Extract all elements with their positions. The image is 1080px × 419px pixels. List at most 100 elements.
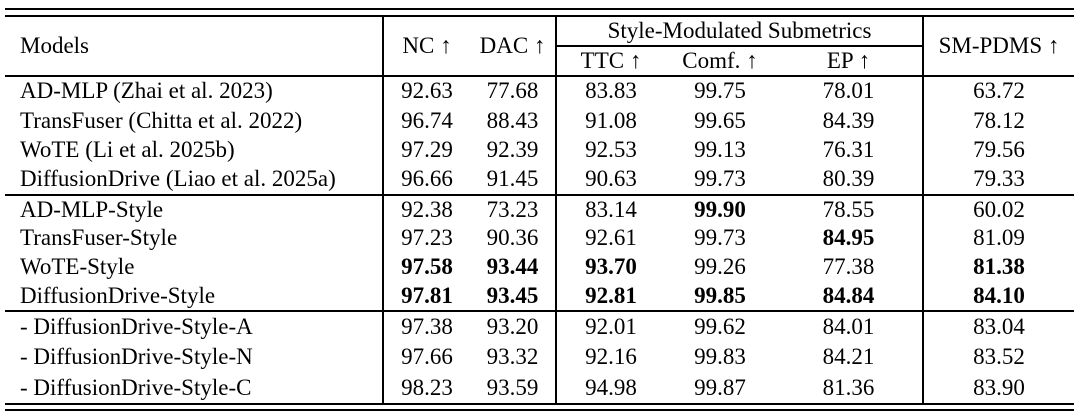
metric-cell-ep: 84.21 <box>775 341 924 373</box>
metric-cell-ep: 84.84 <box>775 281 924 311</box>
metric-cell-ep: 78.55 <box>775 193 924 224</box>
col-header-sm-pdms: SM-PDMS ↑ <box>923 16 1074 77</box>
metric-cell-sm-pdms: 83.90 <box>973 374 1025 400</box>
table-row: AD-MLP (Zhai et al. 2023) 92.63 77.68 83… <box>5 76 1074 106</box>
metric-cell-sm-pdms: 83.04 <box>923 309 1074 342</box>
metric-cell-ttc: 92.81 <box>585 282 637 308</box>
model-name-cell: AD-MLP-Style <box>5 193 384 224</box>
model-name-cell: AD-MLP (Zhai et al. 2023) <box>5 76 384 106</box>
metric-cell-comf: 99.90 <box>665 193 775 224</box>
metric-cell-comf: 99.85 <box>694 282 746 308</box>
model-name-cell: TransFuser (Chitta et al. 2022) <box>5 105 384 136</box>
metric-cell-sm-pdms: 81.09 <box>973 225 1025 251</box>
metric-cell-nc: 96.74 <box>401 107 453 133</box>
metric-cell-nc: 98.23 <box>401 374 453 400</box>
metric-cell-ttc: 83.14 <box>556 193 665 224</box>
metric-cell-dac: 77.68 <box>470 76 557 106</box>
table-row: DiffusionDrive (Liao et al. 2025a) 96.66… <box>5 165 1074 195</box>
table-row: DiffusionDrive-Style 97.81 93.45 92.81 9… <box>5 281 1074 311</box>
table-row: TransFuser (Chitta et al. 2022) 96.74 88… <box>5 105 1074 136</box>
model-name-cell: - DiffusionDrive-Style-A <box>5 309 384 342</box>
metric-cell-comf: 99.73 <box>694 225 746 251</box>
metric-cell-ttc: 90.63 <box>585 166 637 192</box>
metric-cell-comf: 99.83 <box>694 344 746 370</box>
metric-cell-nc: 97.81 <box>401 282 453 308</box>
metric-cell-comf: 99.65 <box>694 107 746 133</box>
metric-cell-sm-pdms: 81.38 <box>973 254 1025 280</box>
results-table: Models NC ↑ DAC ↑ Style-Modulated Submet… <box>5 15 1074 405</box>
metric-cell-sm-pdms: 84.10 <box>973 282 1025 308</box>
model-name-cell: - DiffusionDrive-Style-N <box>5 341 384 373</box>
model-name-cell: WoTE (Li et al. 2025b) <box>5 135 384 166</box>
model-name-cell: - DiffusionDrive-Style-C <box>5 372 384 404</box>
metric-cell-dac: 93.45 <box>470 281 557 311</box>
col-header-ttc: TTC ↑ <box>556 46 665 77</box>
metric-cell-sm-pdms: 60.02 <box>923 193 1074 224</box>
bottom-rule-outer <box>5 408 1074 411</box>
metric-cell-dac: 91.45 <box>470 165 557 195</box>
metric-cell-dac: 93.20 <box>470 309 557 342</box>
metric-cell-ttc: 92.61 <box>585 225 637 251</box>
metric-cell-nc: 97.66 <box>401 344 453 370</box>
style-models-section: AD-MLP-Style 92.38 73.23 83.14 99.90 78.… <box>5 193 1074 311</box>
model-name-cell: WoTE-Style <box>5 252 384 282</box>
metric-cell-sm-pdms: 63.72 <box>973 78 1025 104</box>
metric-cell-sm-pdms: 79.56 <box>973 137 1025 163</box>
results-table-container: Models NC ↑ DAC ↑ Style-Modulated Submet… <box>5 8 1074 411</box>
metric-cell-ep: 84.39 <box>775 105 924 136</box>
ablation-section: - DiffusionDrive-Style-A 97.38 93.20 92.… <box>5 309 1074 404</box>
col-header-nc: NC ↑ <box>383 16 470 77</box>
metric-cell-comf: 99.87 <box>694 374 746 400</box>
metric-cell-ttc: 91.08 <box>585 107 637 133</box>
model-name-cell: DiffusionDrive (Liao et al. 2025a) <box>5 165 384 195</box>
top-rule-outer <box>5 8 1074 10</box>
metric-cell-nc: 92.38 <box>383 193 470 224</box>
baseline-models-section: AD-MLP (Zhai et al. 2023) 92.63 77.68 83… <box>5 76 1074 195</box>
table-row: - DiffusionDrive-Style-A 97.38 93.20 92.… <box>5 309 1074 342</box>
model-name-cell: DiffusionDrive-Style <box>5 281 384 311</box>
metric-cell-ttc: 83.83 <box>585 78 637 104</box>
metric-cell-ep: 84.01 <box>775 309 924 342</box>
metric-cell-nc: 97.38 <box>383 309 470 342</box>
metric-cell-dac: 73.23 <box>470 193 557 224</box>
metric-cell-ep: 84.95 <box>775 223 924 253</box>
metric-cell-nc: 96.66 <box>401 166 453 192</box>
metric-cell-ttc: 92.16 <box>585 344 637 370</box>
header-row-top: Models NC ↑ DAC ↑ Style-Modulated Submet… <box>5 16 1074 77</box>
metric-cell-ep: 77.38 <box>775 252 924 282</box>
metric-cell-ep: 78.01 <box>775 76 924 106</box>
metric-cell-dac: 92.39 <box>470 135 557 166</box>
metric-cell-sm-pdms: 78.12 <box>973 107 1025 133</box>
header-row-sub: TTC ↑ Comf. ↑ EP ↑ <box>5 46 1074 77</box>
model-name-cell: TransFuser-Style <box>5 223 384 253</box>
table-row: - DiffusionDrive-Style-N 97.66 93.32 92.… <box>5 341 1074 373</box>
metric-cell-nc: 97.58 <box>401 254 453 280</box>
table-header: Models NC ↑ DAC ↑ Style-Modulated Submet… <box>5 16 1074 77</box>
metric-cell-comf: 99.13 <box>694 137 746 163</box>
metric-cell-dac: 93.59 <box>470 372 557 404</box>
col-header-models: Models <box>5 16 384 77</box>
metric-cell-comf: 99.26 <box>694 254 746 280</box>
metric-cell-dac: 88.43 <box>470 105 557 136</box>
metric-cell-ep: 80.39 <box>775 165 924 195</box>
table-row: WoTE (Li et al. 2025b) 97.29 92.39 92.53… <box>5 135 1074 166</box>
table-row: WoTE-Style 97.58 93.44 93.70 99.26 77.38… <box>5 252 1074 282</box>
metric-cell-ttc: 92.53 <box>585 137 637 163</box>
metric-cell-comf: 99.75 <box>694 78 746 104</box>
metric-cell-ttc: 93.70 <box>585 254 637 280</box>
metric-cell-ep: 81.36 <box>775 372 924 404</box>
metric-cell-nc: 92.63 <box>401 78 453 104</box>
metric-cell-ttc: 92.01 <box>556 309 665 342</box>
col-header-comf: Comf. ↑ <box>665 46 775 77</box>
metric-cell-sm-pdms: 83.52 <box>973 344 1025 370</box>
col-header-ep: EP ↑ <box>775 46 924 77</box>
metric-cell-dac: 93.44 <box>470 252 557 282</box>
table-row: TransFuser-Style 97.23 90.36 92.61 99.73… <box>5 223 1074 253</box>
table-row: - DiffusionDrive-Style-C 98.23 93.59 94.… <box>5 372 1074 404</box>
col-header-dac: DAC ↑ <box>470 16 557 77</box>
metric-cell-dac: 90.36 <box>470 223 557 253</box>
metric-cell-comf: 99.62 <box>665 309 775 342</box>
metric-cell-ep: 76.31 <box>775 135 924 166</box>
group-header-style-modulated-submetrics: Style-Modulated Submetrics <box>556 16 924 47</box>
